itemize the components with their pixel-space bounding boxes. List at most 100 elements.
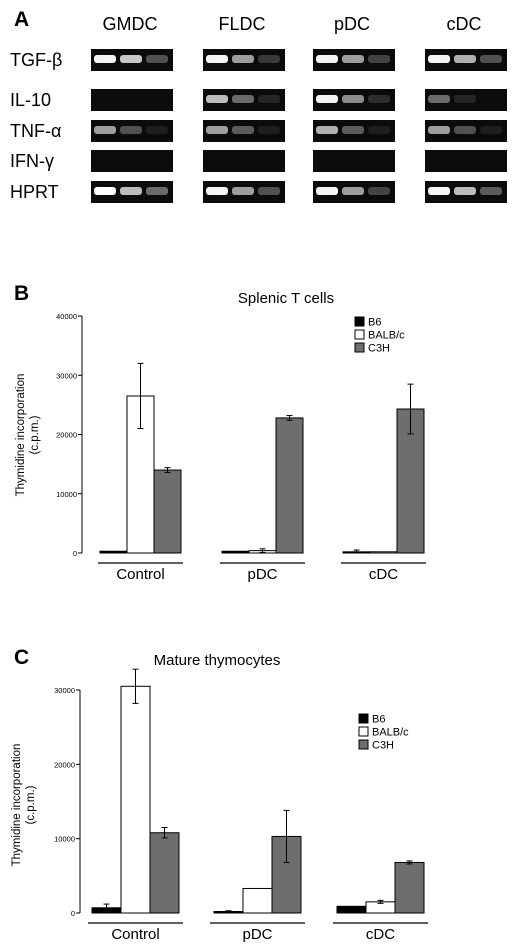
y-tick-label: 30000: [56, 371, 77, 380]
gel-band: [368, 187, 390, 195]
legend-label: C3H: [368, 343, 390, 355]
bar-c3h-cdc: [394, 861, 425, 914]
gel-column-label: cDC: [447, 14, 482, 34]
gel-band: [258, 187, 280, 195]
gel-lanes: [91, 49, 507, 203]
chart-c-ylabel-line2: (c.p.m.): [25, 785, 37, 824]
legend-swatch: [354, 316, 365, 327]
chart-c-panel: C Mature thymocytes Thymidine incorporat…: [11, 646, 428, 943]
gel-band: [454, 55, 476, 63]
chart-b-ylabel-line2: (c.p.m.): [29, 415, 41, 454]
bar-balbc-control: [120, 685, 151, 914]
chart-b-plot: 0 10000 20000 30000 40000 Control pDC cDC B6BALB…: [56, 312, 426, 583]
gel-band: [258, 95, 280, 103]
bar-balbc-pdc: [242, 887, 273, 914]
category-label: pDC: [247, 566, 277, 583]
gel-band: [342, 187, 364, 195]
gel-band: [480, 126, 502, 134]
gel-band: [146, 187, 168, 195]
y-tick-label: 0: [73, 549, 77, 558]
legend-label: B6: [368, 317, 381, 329]
gel-band: [368, 55, 390, 63]
gel-strip: [203, 150, 285, 172]
gel-band: [232, 187, 254, 195]
legend-swatch: [354, 342, 365, 353]
chart-b-ylabel-line1: Thymidine incorporation: [15, 374, 27, 497]
gel-band: [342, 95, 364, 103]
category-label: Control: [111, 926, 159, 943]
gel-band: [146, 55, 168, 63]
gel-gene-label: TGF-β: [10, 50, 62, 70]
bar-balbc-cdc: [369, 551, 398, 554]
panel-b-label: B: [14, 282, 29, 305]
gel-band: [258, 55, 280, 63]
gel-band: [94, 126, 116, 134]
gel-band: [368, 126, 390, 134]
gel-band: [428, 187, 450, 195]
gel-band: [428, 95, 450, 103]
gel-band: [316, 126, 338, 134]
legend-label: C3H: [372, 740, 394, 752]
category-label: cDC: [366, 926, 395, 943]
y-tick-label: 40000: [56, 312, 77, 321]
gel-band: [454, 126, 476, 134]
gel-band: [206, 95, 228, 103]
gel-gene-label: IFN-γ: [10, 151, 54, 171]
panel-a-label: A: [14, 8, 29, 31]
gel-column-label: GMDC: [103, 14, 158, 34]
gel-band: [120, 55, 142, 63]
gel-band: [428, 55, 450, 63]
gel-band: [94, 187, 116, 195]
gel-strip: [313, 150, 395, 172]
gel-strip: [91, 150, 173, 172]
gel-gene-label: HPRT: [10, 182, 59, 202]
gel-column-label: FLDC: [218, 14, 265, 34]
y-tick-label: 10000: [56, 490, 77, 499]
gel-band: [232, 55, 254, 63]
gel-gene-label: TNF-α: [10, 121, 61, 141]
gel-band: [342, 55, 364, 63]
legend-label: BALB/c: [368, 330, 405, 342]
gel-gene-label: IL-10: [10, 90, 51, 110]
gel-column-label: pDC: [334, 14, 370, 34]
gel-band: [480, 55, 502, 63]
category-label: cDC: [369, 566, 398, 583]
gel-gene-labels: TGF-β IL-10 TNF-α IFN-γ HPRT: [10, 50, 62, 202]
gel-band: [368, 95, 390, 103]
gel-band: [342, 126, 364, 134]
gel-band: [428, 126, 450, 134]
bar-c3h-pdc: [275, 417, 304, 554]
gel-band: [316, 95, 338, 103]
category-label: Control: [116, 566, 164, 583]
gel-band: [206, 126, 228, 134]
gel-band: [206, 187, 228, 195]
legend-swatch: [354, 329, 365, 340]
y-tick-label: 20000: [56, 431, 77, 440]
bar-b6-pdc: [221, 550, 250, 554]
gel-band: [120, 187, 142, 195]
y-tick-label: 20000: [54, 760, 75, 769]
chart-b-title: Splenic T cells: [238, 290, 334, 307]
chart-c-title: Mature thymocytes: [154, 652, 281, 669]
gel-column-labels: GMDC FLDC pDC cDC: [103, 14, 482, 34]
y-tick-label: 0: [71, 909, 75, 918]
gel-band: [316, 55, 338, 63]
bar-c3h-control: [153, 469, 182, 554]
chart-b-panel: B Splenic T cells Thymidine incorporatio…: [14, 282, 426, 583]
legend-swatch: [358, 739, 369, 750]
legend-label: B6: [372, 714, 385, 726]
gel-band: [316, 187, 338, 195]
gel-strip: [425, 150, 507, 172]
bar-b6-cdc: [336, 905, 367, 914]
gel-band: [232, 126, 254, 134]
gel-band: [480, 187, 502, 195]
legend-swatch: [358, 726, 369, 737]
y-tick-label: 30000: [54, 686, 75, 695]
gel-band: [206, 55, 228, 63]
legend-swatch: [358, 713, 369, 724]
bar-c3h-control: [149, 832, 180, 914]
gel-band: [454, 187, 476, 195]
gel-strip: [91, 89, 173, 111]
